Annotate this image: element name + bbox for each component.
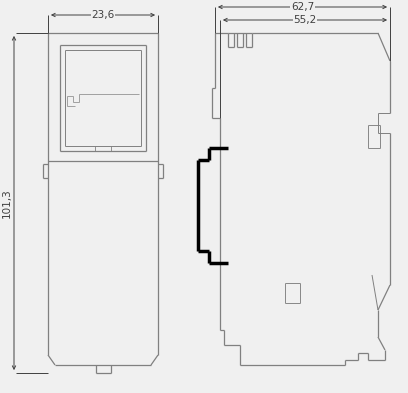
Text: 62,7: 62,7	[291, 2, 314, 12]
Text: 23,6: 23,6	[91, 10, 115, 20]
Text: 101,3: 101,3	[2, 188, 12, 218]
Text: 55,2: 55,2	[293, 15, 317, 25]
